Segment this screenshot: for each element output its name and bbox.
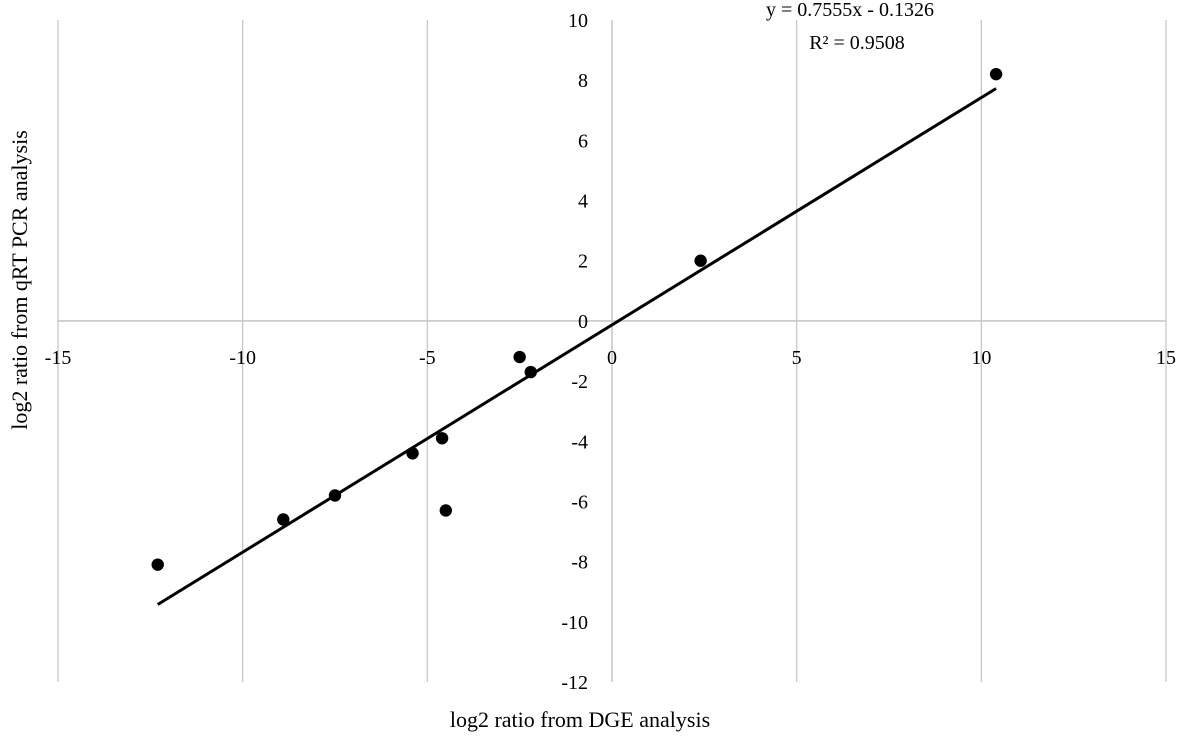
data-point <box>151 558 164 571</box>
data-point <box>435 432 449 445</box>
gridlines <box>57 20 1167 682</box>
trendline-group <box>156 87 997 606</box>
x-tick-label: 5 <box>792 347 802 369</box>
y-tick-label: -4 <box>571 431 588 453</box>
y-tick-label: 4 <box>578 191 588 213</box>
axes <box>58 20 1166 682</box>
data-point <box>513 350 526 364</box>
data-point <box>277 513 290 526</box>
y-tick-label: -6 <box>571 491 588 513</box>
x-tick-label: -10 <box>229 347 256 369</box>
y-tick-label: -10 <box>561 612 588 634</box>
y-tick-label: 2 <box>578 251 588 273</box>
y-tick-label: 6 <box>578 130 588 152</box>
r-squared-label: R² = 0.9508 <box>809 32 905 54</box>
x-tick-labels: -15 -10 -5 0 5 10 15 <box>45 347 1176 369</box>
x-tick-label: -5 <box>419 347 436 369</box>
data-point <box>328 489 342 502</box>
data-point <box>694 254 707 267</box>
x-tick-label: -15 <box>45 347 72 369</box>
data-points <box>151 67 1003 571</box>
y-tick-label: 0 <box>578 311 588 333</box>
trendline <box>156 87 997 606</box>
y-tick-label: -8 <box>571 552 588 574</box>
x-tick-label: 10 <box>971 347 991 369</box>
y-tick-label: -2 <box>571 371 588 393</box>
y-tick-label: 10 <box>568 10 588 32</box>
data-point <box>989 67 1003 81</box>
x-axis-title: log2 ratio from DGE analysis <box>450 707 710 732</box>
x-tick-label: 15 <box>1156 347 1176 369</box>
data-point <box>524 365 537 379</box>
y-tick-label: -12 <box>561 672 588 694</box>
trendline-equation: y = 0.7555x - 0.1326 <box>766 0 934 21</box>
y-tick-labels: -12 -10 -8 -6 -4 -2 0 2 4 6 8 10 <box>561 10 588 694</box>
data-point <box>406 447 419 460</box>
y-tick-label: 8 <box>578 70 588 92</box>
y-axis-title: log2 ratio from qRT PCR analysis <box>7 130 32 430</box>
data-point <box>439 504 452 517</box>
x-tick-label: 0 <box>607 347 617 369</box>
